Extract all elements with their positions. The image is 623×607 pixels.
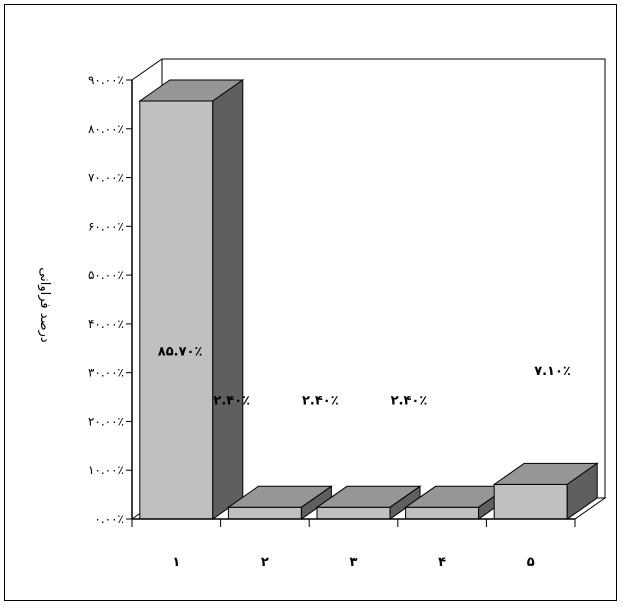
bar — [226, 485, 333, 520]
y-tick-label: ۰.۰۰٪ — [94, 512, 124, 526]
bar — [138, 79, 245, 520]
y-tick-label: ۹۰.۰۰٪ — [88, 73, 124, 87]
y-axis-title: درصد فراوانی — [37, 267, 52, 343]
bar-front — [316, 506, 391, 520]
y-tick-label: ۵۰.۰۰٪ — [88, 268, 124, 282]
bar — [315, 485, 422, 520]
bar-side — [566, 462, 598, 520]
x-tick-label: ۲ — [261, 555, 269, 570]
bar — [404, 485, 511, 520]
bar-front — [139, 100, 214, 520]
data-label: ۸۵.۷۰٪ — [158, 345, 203, 360]
x-tick-label: ۳ — [350, 555, 358, 570]
data-label: ۲.۴۰٪ — [302, 393, 339, 408]
bar-front — [227, 506, 302, 520]
y-tick-label: ۴۰.۰۰٪ — [88, 317, 124, 331]
bars — [138, 79, 599, 520]
bar-front — [493, 483, 568, 520]
x-axis: ۱ ۲ ۳ ۴ ۵ — [131, 518, 576, 570]
y-tick-label: ۳۰.۰۰٪ — [88, 366, 124, 380]
data-label: ۷.۱۰٪ — [534, 364, 571, 379]
bar-side — [212, 79, 244, 520]
data-label: ۲.۴۰٪ — [391, 393, 428, 408]
x-tick-label: ۱ — [172, 555, 180, 570]
x-tick-label: ۵ — [527, 555, 535, 570]
data-labels: ۸۵.۷۰٪ ۲.۴۰٪ ۲.۴۰٪ ۲.۴۰٪ ۷.۱۰٪ — [158, 345, 571, 409]
y-tick-label: ۷۰.۰۰٪ — [88, 171, 124, 185]
y-tick-label: ۸۰.۰۰٪ — [88, 122, 124, 136]
data-label: ۲.۴۰٪ — [213, 393, 250, 408]
y-axis: ۰.۰۰٪ ۱۰.۰۰٪ ۲۰.۰۰٪ ۳۰.۰۰٪ ۴۰.۰۰٪ ۵۰.۰۰٪ ۶۰.۰۰… — [88, 73, 133, 526]
bar — [492, 462, 599, 520]
y-tick-label: ۲۰.۰۰٪ — [88, 414, 124, 428]
x-tick-label: ۴ — [438, 555, 446, 570]
y-tick-label: ۶۰.۰۰٪ — [88, 219, 124, 233]
bar-front — [405, 506, 480, 520]
y-tick-label: ۱۰.۰۰٪ — [88, 463, 124, 477]
